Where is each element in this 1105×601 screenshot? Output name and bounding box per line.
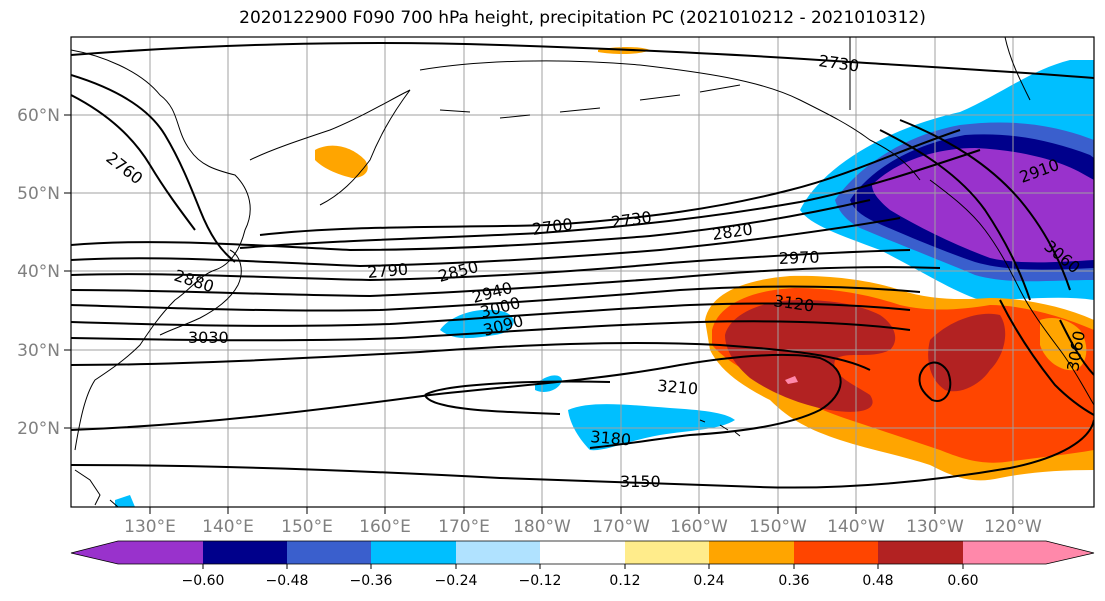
canada-border [849, 37, 1031, 110]
colorbar-outline [70, 540, 1095, 565]
longitude-label: 170°W [592, 517, 650, 537]
latitude-label: 50°N [17, 184, 60, 204]
contour-label: 3180 [590, 427, 632, 449]
longitude-label: 140°E [202, 517, 254, 537]
longitude-label: 150°E [281, 517, 333, 537]
longitude-label: 160°E [359, 517, 411, 537]
positive-precip-patch-1 [1040, 318, 1087, 371]
colorbar-tick-label: 0.24 [693, 573, 724, 589]
map-frame [70, 36, 1095, 508]
colorbar-segment-low-arrow [71, 541, 118, 564]
colorbar-segment [203, 541, 287, 564]
map-title: 2020122900 F090 700 hPa height, precipit… [239, 8, 926, 28]
longitude-label: 130°E [124, 517, 176, 537]
contour-label: 2970 [778, 248, 819, 268]
latitude-label: 60°N [17, 106, 60, 126]
negative-precip-strongest [872, 148, 1094, 263]
japan-coastline [159, 249, 242, 336]
positive-precip-darkred [725, 300, 1006, 412]
colorbar-tick-label: −0.12 [519, 573, 562, 589]
latitude-labels: 60°N 50°N 40°N 30°N 20°N [17, 106, 60, 439]
colorbar-tick-label: −0.60 [182, 573, 225, 589]
colorbar-tick-label: −0.24 [435, 573, 478, 589]
axis-ticks [64, 114, 1014, 514]
colorbar-segment [118, 541, 203, 564]
longitude-labels: 130°E 140°E 150°E 160°E 170°E 180°W 170°… [124, 517, 1042, 537]
longitude-label: 130°W [906, 517, 964, 537]
colorbar-segment [456, 541, 540, 564]
north-america-coastline [929, 179, 1094, 406]
colorbar-segment [371, 541, 456, 564]
colorbar-segment [540, 541, 625, 564]
contour-label: 3150 [620, 472, 661, 491]
map-panel: 2730 2760 2700 2730 2820 2790 2850 2970 … [71, 37, 1094, 507]
longitude-label: 150°W [749, 517, 807, 537]
alaska-coastline [419, 60, 921, 181]
colorbar-tick-label: −0.36 [350, 573, 393, 589]
graticule [71, 37, 1094, 507]
colorbar: −0.60 −0.48 −0.36 −0.24 −0.12 0.12 0.24 … [70, 540, 1095, 589]
colorbar-segment [625, 541, 709, 564]
longitude-label: 180°W [513, 517, 571, 537]
colorbar-tick-label: 0.48 [862, 573, 893, 589]
colorbar-segment [963, 541, 1046, 564]
longitude-label: 160°W [670, 517, 728, 537]
latitude-label: 40°N [17, 262, 60, 282]
contour-label: 3030 [188, 328, 229, 347]
colorbar-tick-label: 0.12 [609, 573, 640, 589]
longitude-label: 120°W [984, 517, 1042, 537]
positive-precip-patch-2 [315, 145, 368, 178]
height-contours [71, 42, 1094, 489]
negative-precip-patch-3 [568, 404, 735, 451]
aleutian-islands [439, 84, 741, 119]
contour-label: 3210 [657, 376, 699, 398]
colorbar-segment [287, 541, 371, 564]
colorbar-segment-high-arrow [1046, 541, 1094, 564]
latitude-label: 30°N [17, 341, 60, 361]
colorbar-segment [794, 541, 878, 564]
colorbar-segment [878, 541, 963, 564]
longitude-label: 170°E [438, 517, 490, 537]
negative-precip-patch-4 [115, 495, 135, 507]
colorbar-tick-label: 0.36 [778, 573, 809, 589]
contour-label: 2790 [367, 260, 409, 282]
colorbar-tick-label: 0.60 [947, 573, 978, 589]
colorbar-tick-label: −0.48 [266, 573, 309, 589]
colorbar-segment [709, 541, 794, 564]
hawaii-islands [699, 419, 741, 437]
latitude-label: 20°N [17, 419, 60, 439]
positive-precip-pink [785, 376, 798, 384]
philippines-coastline [74, 469, 119, 507]
kamchatka-coastline [249, 89, 411, 206]
longitude-label: 140°W [827, 517, 885, 537]
